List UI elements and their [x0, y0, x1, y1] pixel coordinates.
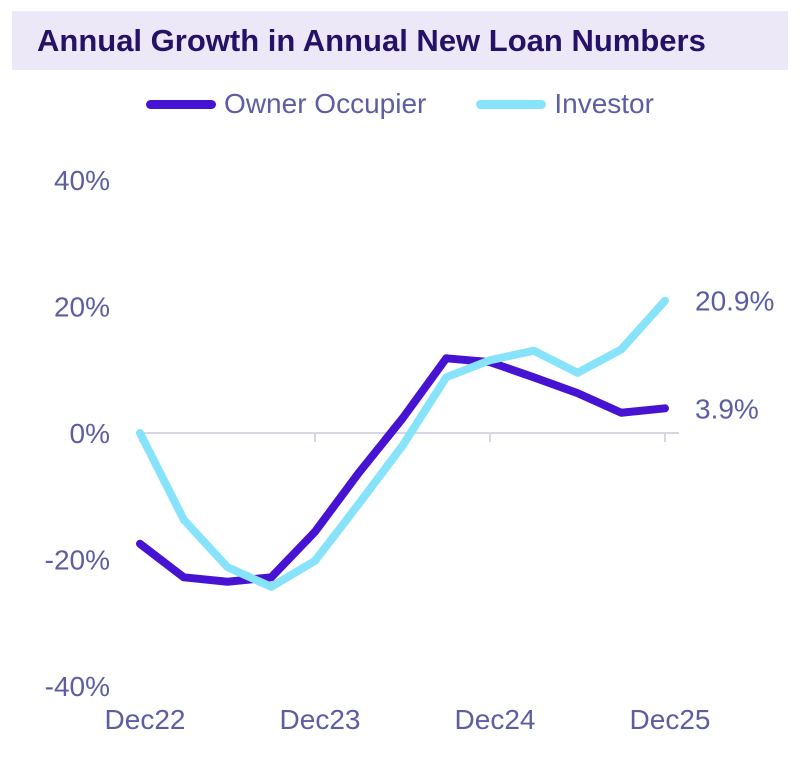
y-axis-tick-label: -40%	[45, 671, 110, 702]
legend-label: Investor	[554, 88, 654, 119]
owner-occupier-line	[136, 354, 669, 586]
y-axis-tick-label: 40%	[54, 165, 110, 196]
y-axis-tick-label: 0%	[70, 418, 110, 449]
legend: Owner Occupier Investor	[0, 88, 800, 120]
investor-line-swatch-icon	[476, 99, 547, 109]
x-axis-tick-label: Dec23	[280, 704, 361, 735]
investor-end-label: 20.9%	[695, 286, 774, 317]
x-axis-tick-label: Dec22	[105, 704, 186, 735]
legend-item-investor: Investor	[476, 88, 654, 120]
y-axis-tick-label: 20%	[54, 291, 110, 322]
x-axis-tick-label: Dec25	[630, 704, 711, 735]
legend-item-owner-occupier: Owner Occupier	[146, 88, 426, 120]
legend-label: Owner Occupier	[224, 88, 427, 119]
owner-occupier-line-swatch-icon	[146, 99, 217, 109]
y-axis-tick-label: -20%	[45, 545, 110, 576]
x-axis-tick-label: Dec24	[455, 704, 536, 735]
chart-title: Annual Growth in Annual New Loan Numbers	[37, 22, 706, 58]
chart-title-bar: Annual Growth in Annual New Loan Numbers	[12, 11, 788, 70]
owner-occupier-end-label: 3.9%	[695, 393, 759, 424]
investor-line	[136, 296, 669, 591]
